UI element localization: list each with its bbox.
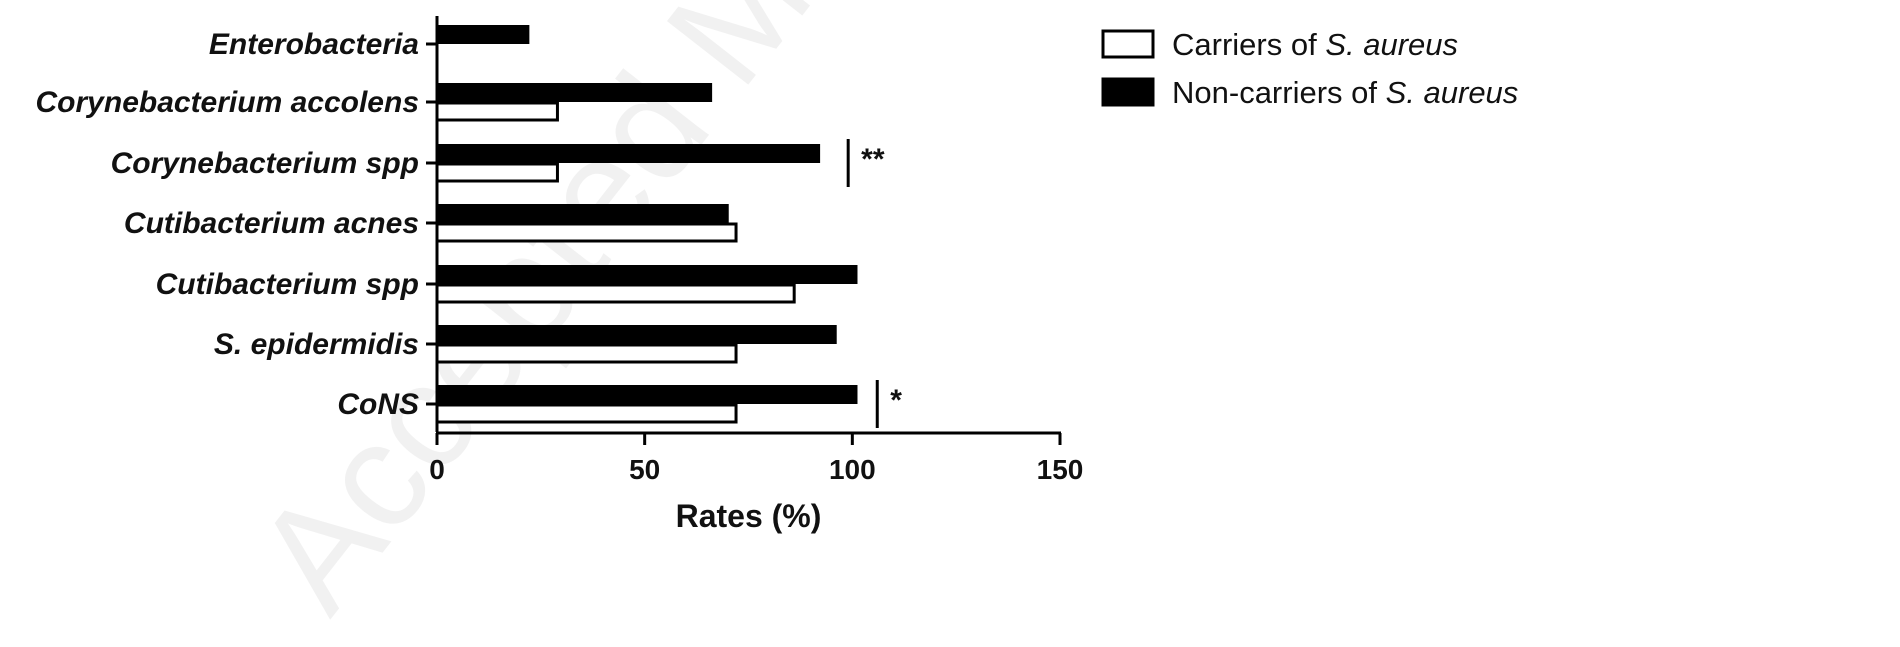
- bar-noncarrier: [436, 204, 729, 223]
- significance-label: *: [890, 384, 902, 417]
- bar-carrier: [435, 283, 796, 304]
- bar-carrier: [435, 162, 559, 183]
- x-tick-label: 100: [829, 454, 876, 485]
- category-label: CoNS: [337, 388, 419, 421]
- bar-noncarrier: [436, 25, 530, 44]
- bar-noncarrier: [436, 144, 821, 163]
- legend-swatch: [1101, 77, 1155, 107]
- bar-noncarrier: [436, 265, 858, 284]
- bar-noncarrier: [436, 325, 837, 344]
- legend-label: Carriers of S. aureus: [1172, 27, 1458, 62]
- bar-carrier: [435, 403, 738, 424]
- bar-noncarrier: [436, 385, 858, 404]
- category-label: Cutibacterium spp: [156, 268, 419, 301]
- bar-carrier: [435, 222, 738, 243]
- category-label: Corynebacterium accolens: [36, 86, 419, 119]
- x-tick-label: 0: [429, 454, 445, 485]
- x-axis-title: Rates (%): [676, 498, 822, 534]
- bar-noncarrier: [436, 83, 713, 102]
- category-label: S. epidermidis: [214, 328, 419, 361]
- significance-label: **: [861, 143, 885, 176]
- x-tick-label: 150: [1037, 454, 1084, 485]
- bar-carrier: [435, 101, 559, 122]
- legend-swatch: [1101, 29, 1155, 59]
- x-tick-label: 50: [629, 454, 660, 485]
- legend-label: Non-carriers of S. aureus: [1172, 75, 1518, 110]
- category-label: Cutibacterium acnes: [124, 207, 419, 240]
- bar-carrier: [435, 343, 738, 364]
- category-label: Enterobacteria: [209, 28, 419, 61]
- category-label: Corynebacterium spp: [111, 147, 419, 180]
